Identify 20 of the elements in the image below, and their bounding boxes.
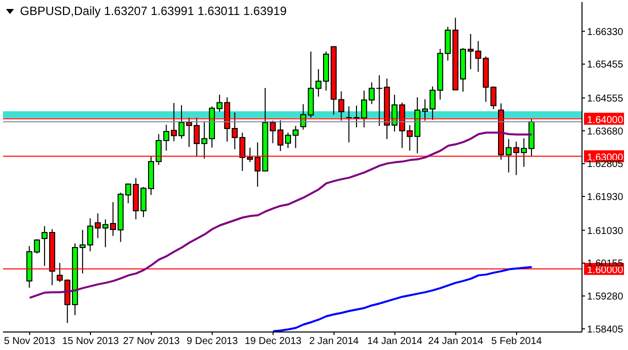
y-tick-label: 1.61030 — [587, 226, 624, 237]
x-tick-label: 5 Feb 2014 — [491, 336, 542, 348]
x-tick-label: 19 Dec 2013 — [244, 336, 302, 348]
y-tick-label: 1.63680 — [587, 126, 624, 138]
y-tick-label: 1.64555 — [587, 93, 624, 104]
x-tick-label: 9 Dec 2013 — [186, 336, 238, 348]
x-tick-label: 15 Nov 2013 — [62, 336, 120, 348]
y-tick-label: 1.65455 — [587, 60, 624, 71]
chart-title: GBPUSD,Daily 1.63207 1.63991 1.63011 1.63919 — [20, 4, 287, 18]
y-tick-label: 1.58405 — [587, 324, 624, 336]
line-series — [272, 266, 533, 332]
x-tick-label: 27 Nov 2013 — [123, 336, 180, 348]
x-tick-label: 24 Jan 2014 — [428, 336, 484, 348]
x-tick-label: 14 Jan 2014 — [367, 336, 423, 348]
x-tick-label: 2 Jan 2014 — [309, 336, 360, 348]
y-tick-label: 1.66330 — [587, 26, 624, 38]
x-tick-label: 5 Nov 2013 — [4, 336, 56, 348]
ref-line-label: 1.64000 — [587, 114, 624, 126]
y-tick-label: 1.61930 — [587, 192, 624, 204]
y-tick-label: 1.59280 — [587, 292, 624, 303]
